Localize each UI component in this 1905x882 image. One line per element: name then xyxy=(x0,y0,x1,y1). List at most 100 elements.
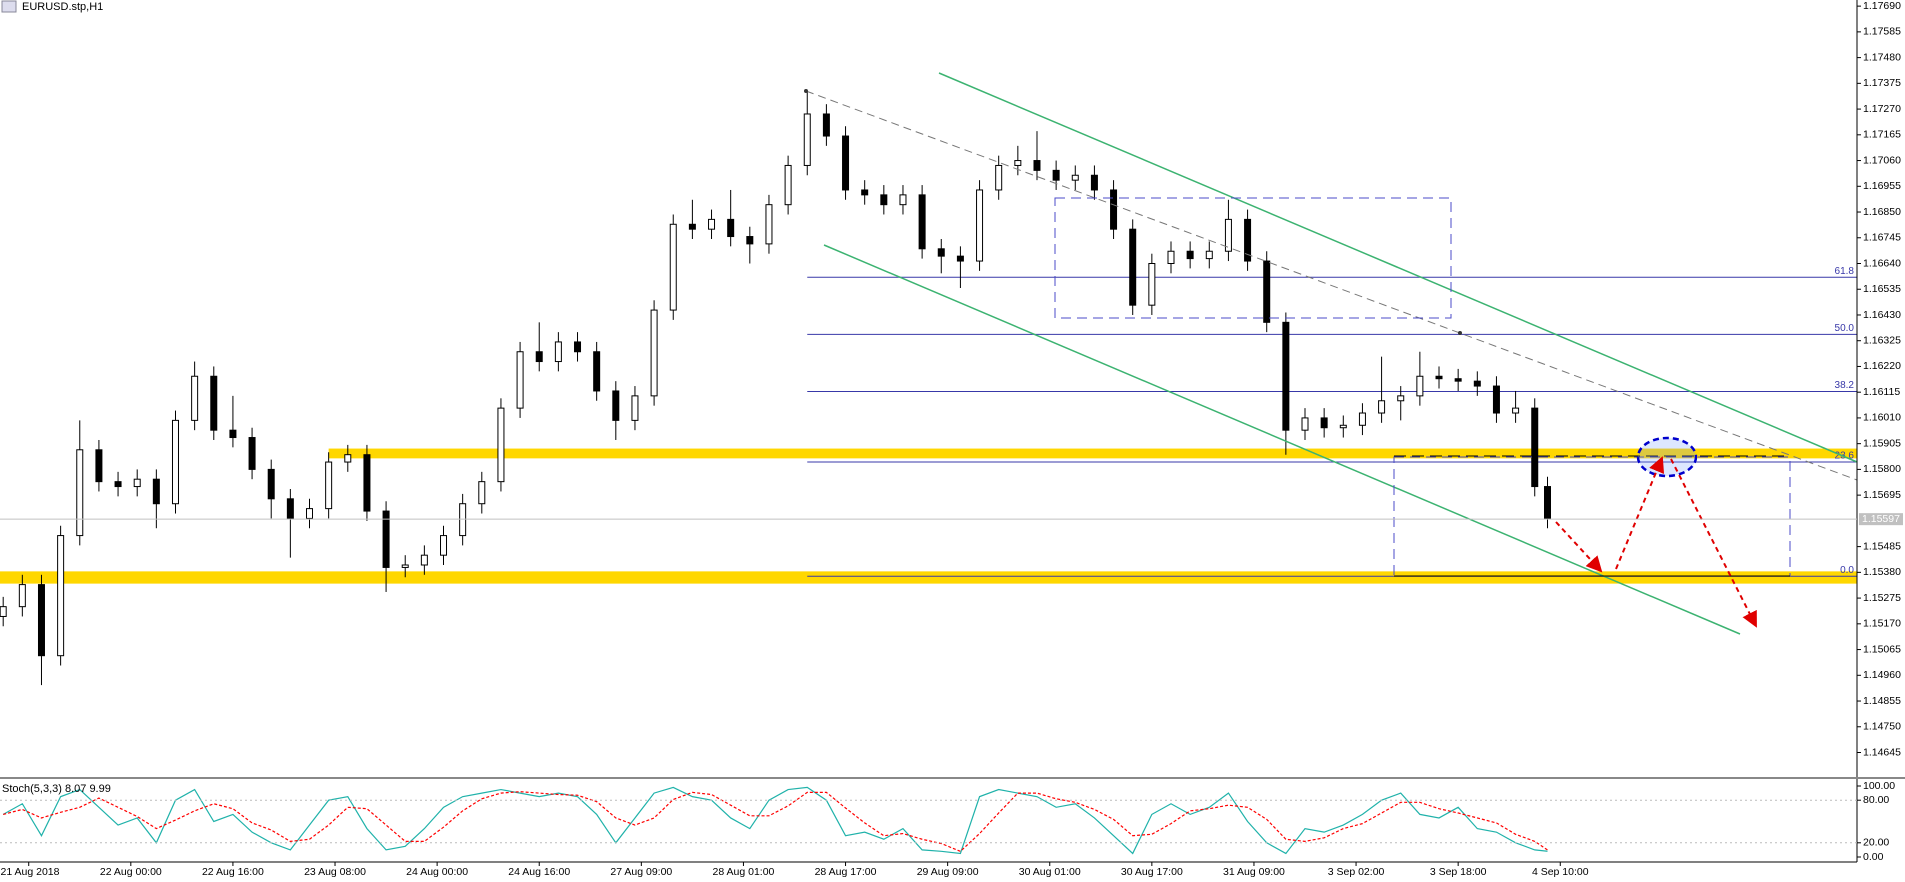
candle-body xyxy=(363,454,371,512)
candle-body xyxy=(1110,189,1118,230)
candle-body xyxy=(497,407,505,483)
candle-body xyxy=(1492,385,1500,414)
x-tick-label: 29 Aug 09:00 xyxy=(917,866,979,878)
candle-body xyxy=(727,218,735,238)
candle-body xyxy=(1378,400,1386,414)
candle-body xyxy=(803,113,811,166)
fibo-label: 0.0 xyxy=(1840,565,1854,576)
y-tick-label: 1.14855 xyxy=(1863,695,1901,707)
trend-point xyxy=(1458,331,1462,335)
y-tick-label: 1.15905 xyxy=(1863,437,1901,449)
y-tick-label: 1.17165 xyxy=(1863,129,1901,141)
trendline xyxy=(805,90,1858,481)
arrow xyxy=(1555,521,1603,573)
x-tick-label: 31 Aug 09:00 xyxy=(1223,866,1285,878)
y-tick-label: 1.16220 xyxy=(1863,360,1901,372)
candle-body xyxy=(861,189,869,196)
y-tick-label: 1.16010 xyxy=(1863,412,1901,424)
y-tick-label: 1.15380 xyxy=(1863,566,1901,578)
candle-body xyxy=(1416,375,1424,397)
x-tick-label: 22 Aug 16:00 xyxy=(202,866,264,878)
y-tick-label: 1.17480 xyxy=(1863,51,1901,63)
candle-body xyxy=(286,498,294,519)
y-tick-label: 1.17690 xyxy=(1863,0,1901,12)
candle-body xyxy=(918,194,926,250)
candle-body xyxy=(382,510,390,568)
candle-body xyxy=(95,449,103,483)
fibo-label: 61.8 xyxy=(1835,266,1855,277)
candle-body xyxy=(1071,174,1079,181)
x-tick-label: 24 Aug 16:00 xyxy=(508,866,570,878)
x-tick-label: 28 Aug 01:00 xyxy=(712,866,774,878)
stoch-y-tick-label: 20.00 xyxy=(1863,837,1889,849)
candle-body xyxy=(248,437,256,470)
candle-body xyxy=(1282,321,1290,431)
candle-body xyxy=(325,461,333,510)
candle-body xyxy=(746,236,754,245)
candle-body xyxy=(1014,160,1022,166)
y-tick-label: 1.14750 xyxy=(1863,721,1901,733)
x-tick-label: 3 Sep 18:00 xyxy=(1430,866,1487,878)
y-tick-label: 1.15485 xyxy=(1863,540,1901,552)
candle-body xyxy=(1205,250,1213,260)
x-tick-label: 21 Aug 2018 xyxy=(1,866,60,878)
candle-body xyxy=(1358,412,1366,426)
candle-body xyxy=(1052,169,1060,181)
fibo-levels: 61.850.038.223.60.0 xyxy=(807,266,1857,577)
candle-body xyxy=(1339,424,1347,429)
y-tick-label: 1.16640 xyxy=(1863,257,1901,269)
x-tick-label: 27 Aug 09:00 xyxy=(610,866,672,878)
candle-body xyxy=(631,395,639,421)
candle-body xyxy=(478,481,486,505)
zones xyxy=(0,448,1858,584)
candle-body xyxy=(191,375,199,421)
y-tick-label: 1.17375 xyxy=(1863,77,1901,89)
chart-icon xyxy=(1,0,17,13)
y-tick-label: 1.16430 xyxy=(1863,309,1901,321)
candle-body xyxy=(535,351,543,363)
candle-body xyxy=(344,454,352,463)
y-tick-label: 1.15800 xyxy=(1863,463,1901,475)
y-tick-label: 1.16115 xyxy=(1863,386,1900,398)
y-tick-label: 1.16535 xyxy=(1863,283,1901,295)
candle-body xyxy=(612,390,620,421)
arrow xyxy=(1615,456,1665,570)
candle-body xyxy=(784,164,792,206)
candle-body xyxy=(210,375,218,431)
current-price-tag xyxy=(1859,513,1903,526)
y-tick-label: 1.14960 xyxy=(1863,669,1901,681)
x-tick-label: 23 Aug 08:00 xyxy=(304,866,366,878)
candle-body xyxy=(1244,218,1252,262)
x-tick-label: 30 Aug 01:00 xyxy=(1019,866,1081,878)
candle-body xyxy=(899,194,907,206)
candle-body xyxy=(669,223,677,311)
candle-body xyxy=(956,255,964,262)
stoch-y-tick-label: 0.00 xyxy=(1863,851,1884,863)
candle-body xyxy=(822,113,830,137)
y-tick-label: 1.17060 xyxy=(1863,154,1901,166)
candle-body xyxy=(765,204,773,245)
fibo-label: 38.2 xyxy=(1835,380,1855,391)
candle-body xyxy=(152,478,160,505)
candle-body xyxy=(1186,250,1194,260)
y-tick-label: 1.15695 xyxy=(1863,489,1901,501)
target-ellipse xyxy=(1636,436,1698,478)
support-zone xyxy=(0,571,1857,584)
stochastic-panel xyxy=(0,786,1857,855)
candle-body xyxy=(842,135,850,191)
candle-body xyxy=(0,606,7,617)
candle-body xyxy=(401,564,409,568)
fibo-label: 50.0 xyxy=(1835,323,1855,334)
y-tick-label: 1.14645 xyxy=(1863,746,1901,758)
candle-body xyxy=(1512,407,1520,414)
x-tick-label: 4 Sep 10:00 xyxy=(1532,866,1589,878)
y-tick-label: 1.16850 xyxy=(1863,206,1901,218)
candle-body xyxy=(554,341,562,363)
stoch-line xyxy=(3,791,1548,853)
arrow xyxy=(1670,458,1757,628)
candle-body xyxy=(1454,378,1462,382)
y-tick-label: 1.17585 xyxy=(1863,26,1901,38)
